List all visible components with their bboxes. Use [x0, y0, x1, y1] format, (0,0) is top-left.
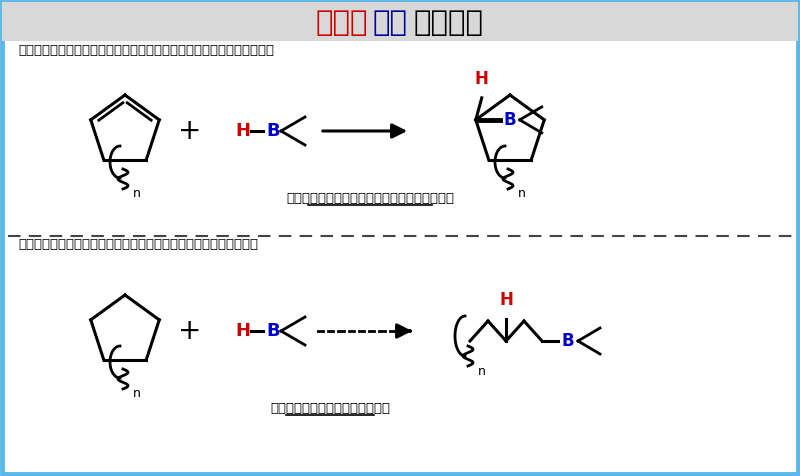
Text: H: H — [235, 122, 250, 140]
Text: ヒドロ: ヒドロ — [315, 9, 368, 37]
Text: H: H — [499, 291, 513, 309]
Bar — [2, 2, 798, 41]
Text: B: B — [503, 111, 516, 129]
Text: ホウ: ホウ — [373, 9, 408, 37]
Text: アルケン（二重結合）のヒドロホウ素化反応：大学の教科書で必ず習う: アルケン（二重結合）のヒドロホウ素化反応：大学の教科書で必ず習う — [18, 44, 274, 58]
Text: アルカン（単結合）のヒドロホウ素化反応：ほとんど報告例はない: アルカン（単結合）のヒドロホウ素化反応：ほとんど報告例はない — [18, 238, 258, 250]
Text: 単結合：シグマ結合でできている: 単結合：シグマ結合でできている — [270, 401, 390, 415]
Text: n: n — [133, 187, 141, 200]
Text: 素化反応: 素化反応 — [414, 9, 484, 37]
Text: 二重結合：シグマ結合とパイ結合でできている: 二重結合：シグマ結合とパイ結合でできている — [286, 191, 454, 205]
Text: n: n — [133, 387, 141, 400]
Text: n: n — [478, 365, 486, 378]
Text: n: n — [518, 187, 526, 200]
Text: B: B — [266, 122, 280, 140]
Text: H: H — [235, 322, 250, 340]
Text: +: + — [178, 317, 202, 345]
Text: B: B — [266, 322, 280, 340]
Text: +: + — [178, 117, 202, 145]
Text: B: B — [562, 332, 574, 350]
Text: H: H — [475, 70, 489, 88]
